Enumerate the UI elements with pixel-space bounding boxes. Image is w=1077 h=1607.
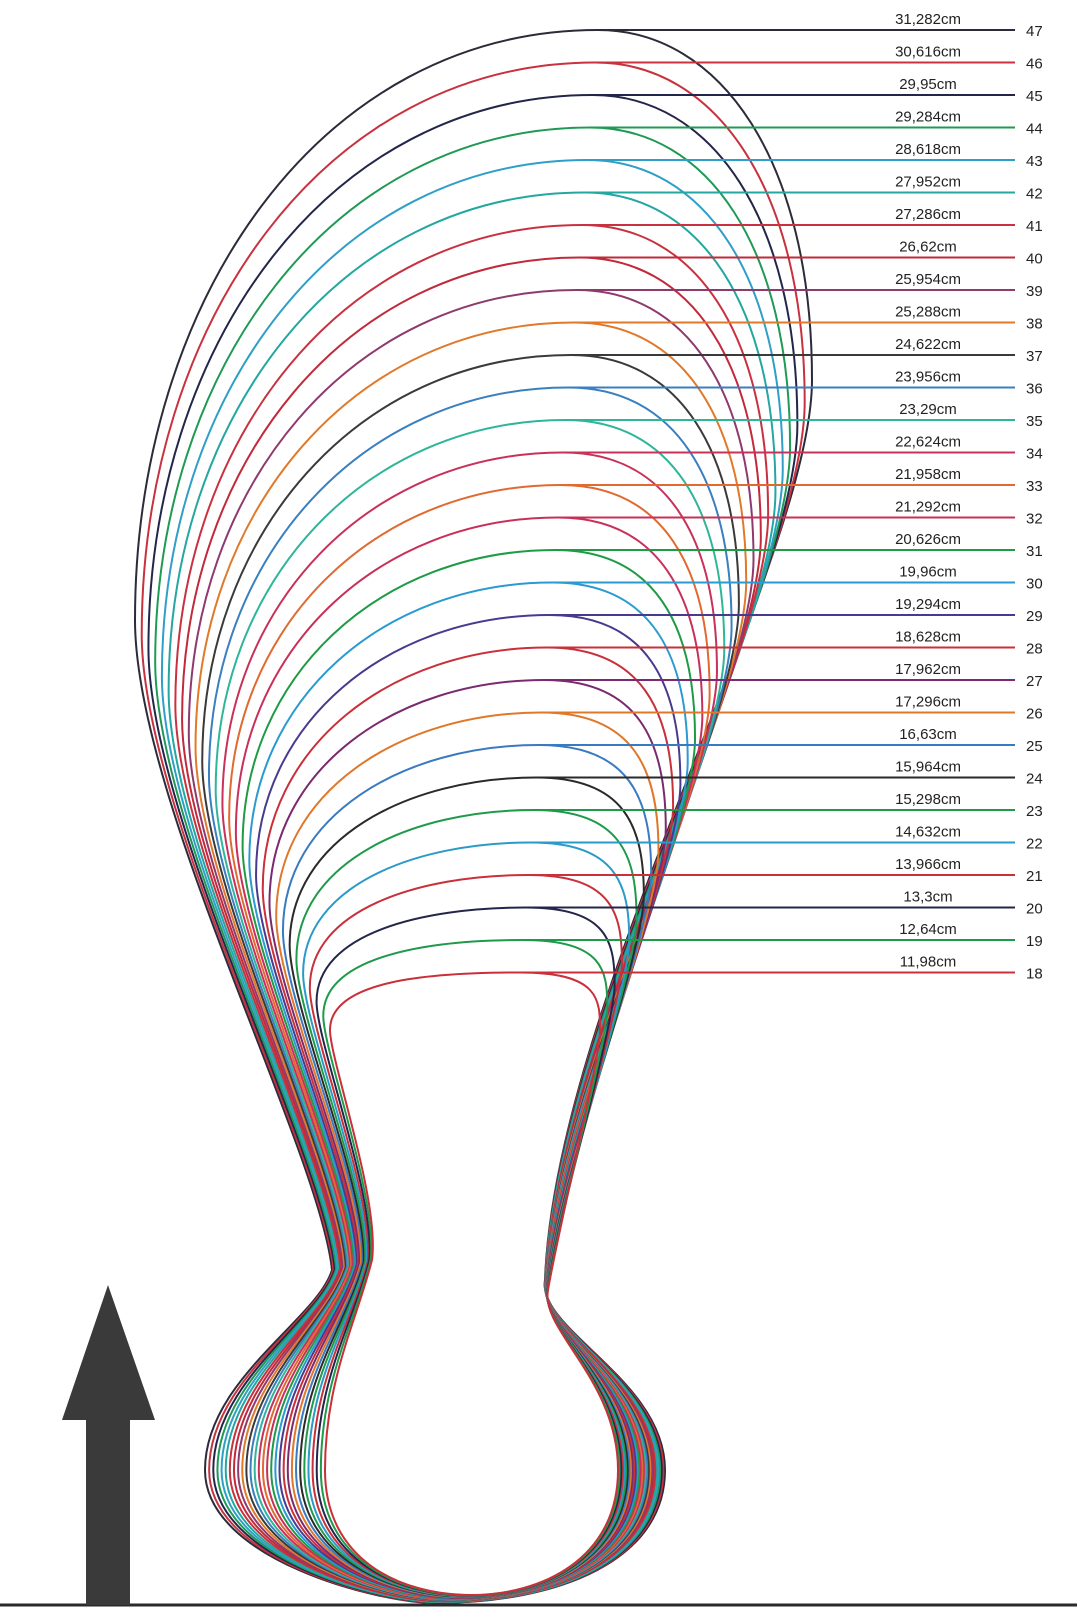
size-length-label: 17,296cm bbox=[895, 694, 961, 711]
size-length-label: 21,292cm bbox=[895, 499, 961, 516]
size-number-label: 45 bbox=[1026, 88, 1043, 105]
size-length-label: 25,954cm bbox=[895, 271, 961, 288]
size-number-label: 43 bbox=[1026, 153, 1043, 170]
size-leader-lines bbox=[520, 29, 1015, 974]
size-length-label: 28,618cm bbox=[895, 141, 961, 158]
size-number-label: 42 bbox=[1026, 186, 1043, 203]
size-length-label: 15,298cm bbox=[895, 791, 961, 808]
size-number-label: 26 bbox=[1026, 706, 1043, 723]
size-number-label: 18 bbox=[1026, 966, 1043, 983]
size-length-label: 14,632cm bbox=[895, 824, 961, 841]
size-number-label: 30 bbox=[1026, 576, 1043, 593]
size-number-label: 23 bbox=[1026, 803, 1043, 820]
size-labels: 31,282cm 47 30,616cm 46 29,95cm 45 29,284cm 44 2… bbox=[895, 11, 1043, 983]
size-number-label: 36 bbox=[1026, 381, 1043, 398]
size-length-label: 13,3cm bbox=[903, 889, 952, 906]
size-length-label: 19,96cm bbox=[899, 564, 957, 581]
size-length-label: 30,616cm bbox=[895, 44, 961, 61]
size-number-label: 32 bbox=[1026, 511, 1043, 528]
size-number-label: 46 bbox=[1026, 56, 1043, 73]
insole-outline-size-46 bbox=[140, 61, 806, 1604]
size-number-label: 33 bbox=[1026, 478, 1043, 495]
size-length-label: 19,294cm bbox=[895, 596, 961, 613]
size-length-label: 16,63cm bbox=[899, 726, 957, 743]
size-number-label: 34 bbox=[1026, 446, 1043, 463]
size-number-label: 37 bbox=[1026, 348, 1043, 365]
size-number-label: 22 bbox=[1026, 836, 1043, 853]
size-number-label: 24 bbox=[1026, 771, 1043, 788]
size-number-label: 47 bbox=[1026, 23, 1043, 40]
size-number-label: 25 bbox=[1026, 738, 1043, 755]
size-length-label: 20,626cm bbox=[895, 531, 961, 548]
size-length-label: 15,964cm bbox=[895, 759, 961, 776]
size-length-label: 25,288cm bbox=[895, 304, 961, 321]
insole-outline-size-39 bbox=[187, 289, 755, 1602]
size-number-label: 20 bbox=[1026, 901, 1043, 918]
size-length-label: 27,952cm bbox=[895, 174, 961, 191]
size-number-label: 35 bbox=[1026, 413, 1043, 430]
size-length-label: 29,284cm bbox=[895, 109, 961, 126]
size-length-label: 27,286cm bbox=[895, 206, 961, 223]
size-length-label: 13,966cm bbox=[895, 856, 961, 873]
size-length-label: 24,622cm bbox=[895, 336, 961, 353]
size-length-label: 23,29cm bbox=[899, 401, 957, 418]
size-number-label: 21 bbox=[1026, 868, 1043, 885]
size-number-label: 39 bbox=[1026, 283, 1043, 300]
size-length-label: 17,962cm bbox=[895, 661, 961, 678]
size-number-label: 28 bbox=[1026, 641, 1043, 658]
size-number-label: 19 bbox=[1026, 933, 1043, 950]
size-length-label: 18,628cm bbox=[895, 629, 961, 646]
size-length-label: 22,624cm bbox=[895, 434, 961, 451]
size-length-label: 11,98cm bbox=[900, 954, 956, 971]
up-arrow-icon bbox=[62, 1285, 155, 1605]
size-length-label: 31,282cm bbox=[895, 11, 961, 28]
size-number-label: 31 bbox=[1026, 543, 1043, 560]
size-number-label: 29 bbox=[1026, 608, 1043, 625]
size-length-label: 21,958cm bbox=[895, 466, 961, 483]
size-length-label: 29,95cm bbox=[899, 76, 957, 93]
size-number-label: 27 bbox=[1026, 673, 1043, 690]
size-number-label: 44 bbox=[1026, 121, 1043, 138]
insole-outline-size-45 bbox=[147, 94, 799, 1604]
size-length-label: 12,64cm bbox=[899, 921, 957, 938]
insole-outline-size-44 bbox=[154, 126, 792, 1604]
size-number-label: 40 bbox=[1026, 251, 1043, 268]
size-length-label: 23,956cm bbox=[895, 369, 961, 386]
size-number-label: 38 bbox=[1026, 316, 1043, 333]
insole-outlines bbox=[133, 29, 814, 1605]
insole-outline-size-18 bbox=[323, 971, 620, 1597]
size-number-label: 41 bbox=[1026, 218, 1043, 235]
size-length-label: 26,62cm bbox=[899, 239, 957, 256]
